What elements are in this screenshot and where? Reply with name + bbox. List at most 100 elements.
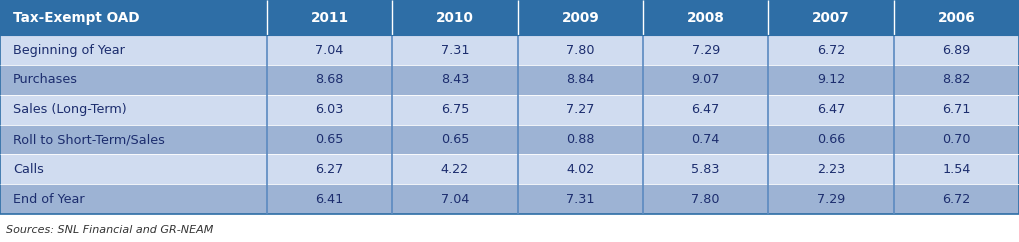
Text: 8.84: 8.84 [567, 73, 594, 86]
Text: 4.22: 4.22 [441, 163, 469, 176]
Bar [518, 65, 643, 95]
Bar [643, 65, 768, 95]
Bar [392, 184, 518, 214]
Text: 6.47: 6.47 [817, 103, 845, 116]
Bar [894, 154, 1019, 184]
Bar [392, 0, 518, 35]
Text: 9.12: 9.12 [817, 73, 845, 86]
Text: 7.80: 7.80 [692, 193, 719, 206]
Bar [392, 154, 518, 184]
Bar [768, 184, 894, 214]
Text: 6.75: 6.75 [441, 103, 469, 116]
Text: 7.31: 7.31 [441, 44, 469, 57]
Text: 7.31: 7.31 [567, 193, 594, 206]
Bar [643, 35, 768, 65]
Bar [768, 95, 894, 125]
Text: 0.70: 0.70 [943, 133, 970, 146]
Bar [0, 154, 267, 184]
Bar [0, 65, 267, 95]
Text: 0.65: 0.65 [441, 133, 469, 146]
Text: 2007: 2007 [812, 11, 850, 24]
Text: 8.68: 8.68 [316, 73, 343, 86]
Bar [267, 125, 392, 154]
Bar [768, 65, 894, 95]
Bar [0, 35, 267, 65]
Text: 2006: 2006 [937, 11, 975, 24]
Bar [768, 0, 894, 35]
Text: Purchases: Purchases [13, 73, 78, 86]
Text: Calls: Calls [13, 163, 44, 176]
Text: Roll to Short-Term/Sales: Roll to Short-Term/Sales [13, 133, 165, 146]
Bar [894, 125, 1019, 154]
Bar [643, 0, 768, 35]
Bar [768, 35, 894, 65]
Text: 7.04: 7.04 [441, 193, 469, 206]
Bar [643, 125, 768, 154]
Text: 7.29: 7.29 [692, 44, 719, 57]
Bar [518, 95, 643, 125]
Text: Beginning of Year: Beginning of Year [13, 44, 125, 57]
Bar [518, 0, 643, 35]
Text: 9.07: 9.07 [692, 73, 719, 86]
Text: 7.27: 7.27 [567, 103, 594, 116]
Bar [643, 95, 768, 125]
Text: 8.43: 8.43 [441, 73, 469, 86]
Text: 6.72: 6.72 [817, 44, 845, 57]
Bar [894, 65, 1019, 95]
Text: 6.03: 6.03 [316, 103, 343, 116]
Bar [0, 0, 1019, 214]
Text: Sources: SNL Financial and GR-NEAM: Sources: SNL Financial and GR-NEAM [6, 225, 214, 235]
Text: 2008: 2008 [687, 11, 725, 24]
Text: 7.80: 7.80 [567, 44, 594, 57]
Bar [894, 184, 1019, 214]
Bar [267, 35, 392, 65]
Bar [392, 125, 518, 154]
Text: 8.82: 8.82 [943, 73, 970, 86]
Bar [768, 125, 894, 154]
Bar [392, 65, 518, 95]
Bar [518, 184, 643, 214]
Text: 7.29: 7.29 [817, 193, 845, 206]
Bar [267, 154, 392, 184]
Text: 6.47: 6.47 [692, 103, 719, 116]
Bar [0, 125, 267, 154]
Text: 1.54: 1.54 [943, 163, 970, 176]
Bar [267, 184, 392, 214]
Bar [894, 95, 1019, 125]
Text: 2011: 2011 [311, 11, 348, 24]
Bar [392, 35, 518, 65]
Bar [0, 0, 267, 35]
Bar [643, 154, 768, 184]
Text: Tax-Exempt OAD: Tax-Exempt OAD [13, 11, 140, 24]
Text: 5.83: 5.83 [692, 163, 719, 176]
Text: 0.66: 0.66 [817, 133, 845, 146]
Bar [267, 65, 392, 95]
Text: 2.23: 2.23 [817, 163, 845, 176]
Text: End of Year: End of Year [13, 193, 85, 206]
Text: 6.72: 6.72 [943, 193, 970, 206]
Bar [392, 95, 518, 125]
Bar [0, 95, 267, 125]
Text: 0.88: 0.88 [567, 133, 594, 146]
Text: 6.89: 6.89 [943, 44, 970, 57]
Text: 2009: 2009 [561, 11, 599, 24]
Text: 7.04: 7.04 [316, 44, 343, 57]
Text: Sales (Long-Term): Sales (Long-Term) [13, 103, 127, 116]
Bar [518, 154, 643, 184]
Bar [0, 184, 267, 214]
Text: 6.27: 6.27 [316, 163, 343, 176]
Bar [643, 184, 768, 214]
Text: 2010: 2010 [436, 11, 474, 24]
Bar [894, 0, 1019, 35]
Text: 0.65: 0.65 [316, 133, 343, 146]
Text: 6.71: 6.71 [943, 103, 970, 116]
Bar [267, 0, 392, 35]
Bar [267, 95, 392, 125]
Bar [894, 35, 1019, 65]
Text: 4.02: 4.02 [567, 163, 594, 176]
Text: 6.41: 6.41 [316, 193, 343, 206]
Text: 0.74: 0.74 [692, 133, 719, 146]
Bar [768, 154, 894, 184]
Bar [518, 125, 643, 154]
Bar [518, 35, 643, 65]
